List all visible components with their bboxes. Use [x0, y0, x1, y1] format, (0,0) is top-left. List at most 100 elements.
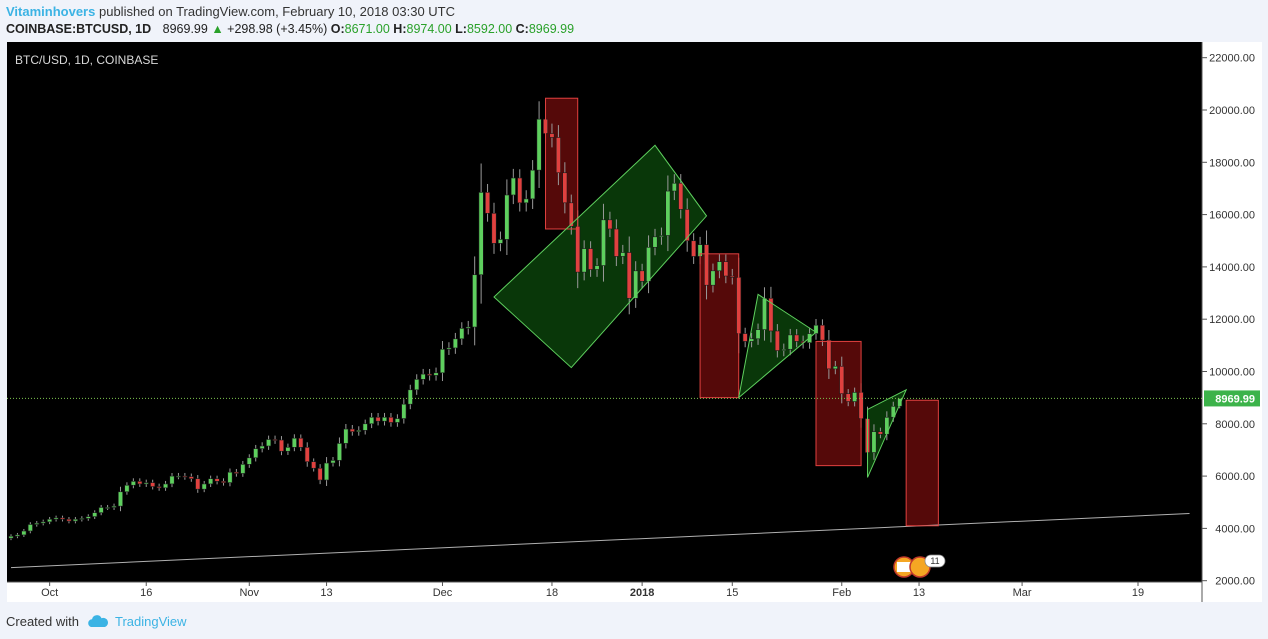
candle-body	[221, 481, 227, 483]
candle-body	[227, 471, 233, 483]
last-price-badge	[1204, 390, 1260, 407]
annotation-layer	[10, 98, 1190, 569]
candle-body	[117, 491, 123, 507]
candle-body	[691, 240, 697, 257]
candle-body	[845, 393, 851, 402]
up-arrow-icon: ▲	[211, 22, 224, 36]
candle-body	[233, 471, 239, 474]
candle-body	[523, 198, 529, 204]
candle-body	[27, 524, 33, 532]
bear-box-outline	[905, 399, 939, 527]
candle-body	[427, 373, 433, 376]
candle-body	[163, 483, 169, 489]
price-axis-bg[interactable]	[1202, 42, 1262, 602]
low-label: L:	[455, 22, 467, 36]
candle-body	[684, 209, 690, 242]
candle-body	[98, 507, 104, 514]
candle-body	[182, 475, 188, 478]
bear-box-outline	[815, 340, 862, 467]
candle-body	[356, 430, 362, 432]
candle-body	[626, 252, 632, 299]
candle-body	[839, 365, 845, 395]
tradingview-brand[interactable]: TradingView	[114, 614, 187, 629]
event-count-text: 11	[930, 556, 939, 566]
candle-body	[156, 486, 162, 489]
candle-body	[72, 518, 78, 522]
candle-body	[60, 517, 66, 520]
price-tick-label: 12000.00	[1209, 314, 1255, 326]
tradingview-brand-link[interactable]: TradingView	[87, 614, 187, 629]
time-tick-label: 13	[320, 587, 332, 599]
footer: Created with TradingView	[6, 614, 187, 629]
bull-channel	[494, 145, 707, 368]
candle-body	[124, 484, 130, 493]
candle-body	[652, 236, 658, 248]
candle-body	[639, 270, 645, 282]
high-label: H:	[393, 22, 407, 36]
price-chart[interactable]: 22000.00 20000.00 18000.00 16000.00 14000.00…	[7, 42, 1262, 602]
candle-body	[607, 219, 613, 230]
close-label: C:	[515, 22, 529, 36]
chart-container[interactable]: 22000.00 20000.00 18000.00 16000.00 14000.00…	[7, 42, 1262, 602]
time-tick-label: Oct	[41, 587, 58, 599]
candle-body	[491, 212, 497, 244]
candle-body	[330, 460, 336, 464]
candle-body	[304, 447, 310, 463]
candle-body	[562, 172, 568, 204]
price-tick-label: 6000.00	[1215, 471, 1255, 483]
candle-body	[208, 478, 214, 485]
last-price-label: 8969.99	[1215, 393, 1255, 405]
price-tick-label: 18000.00	[1209, 157, 1255, 169]
candle-body	[594, 265, 600, 270]
candle-body	[884, 416, 890, 435]
candle-body	[92, 512, 98, 517]
candle-body	[188, 476, 194, 480]
candle-body	[678, 182, 684, 210]
price-tick-label: 14000.00	[1209, 262, 1255, 274]
candle-body	[620, 252, 626, 257]
candle-body	[362, 423, 368, 431]
candle-body	[79, 518, 85, 520]
candle-body	[755, 329, 761, 340]
candle-body	[877, 431, 883, 435]
candle-body	[504, 194, 510, 240]
candle-body	[761, 297, 767, 330]
candle-body	[536, 118, 542, 171]
candle-body	[298, 437, 304, 448]
candle-body	[549, 133, 555, 138]
candle-body	[382, 416, 388, 422]
candle-body	[852, 392, 858, 402]
time-tick-label: Mar	[1013, 587, 1032, 599]
event-count-badge	[924, 554, 946, 568]
price-tick-label: 16000.00	[1209, 210, 1255, 222]
bear-box-outline	[699, 253, 740, 399]
bear-box	[816, 341, 862, 466]
price-tick-label: 22000.00	[1209, 53, 1255, 65]
open-value: 8671.00	[344, 22, 390, 36]
candle-body	[581, 248, 587, 273]
candle-body	[832, 365, 838, 370]
candle-body	[137, 481, 143, 485]
candle-body	[774, 330, 780, 351]
candle-body	[723, 261, 729, 277]
event-markers[interactable]: 11	[893, 554, 946, 578]
candle-body	[349, 428, 355, 432]
price-tick-label: 10000.00	[1209, 366, 1255, 378]
price-tick-label: 8000.00	[1215, 419, 1255, 431]
high-value: 8974.00	[406, 22, 452, 36]
time-tick-label: 19	[1132, 587, 1144, 599]
candle-body	[787, 334, 793, 350]
candle-body	[105, 507, 111, 509]
author-username[interactable]: Vitaminhovers	[6, 4, 96, 19]
change-value: +298.98 (+3.45%)	[227, 22, 328, 36]
time-tick-label: 13	[913, 587, 925, 599]
time-axis-bg[interactable]	[7, 582, 1202, 602]
candle-body	[291, 437, 297, 448]
candle-body	[201, 483, 207, 490]
bear-box-outline	[545, 97, 579, 230]
candle-body	[143, 482, 149, 485]
candle-body	[897, 398, 903, 407]
candle-body	[285, 447, 291, 452]
candle-body	[658, 235, 664, 238]
candle-body	[439, 348, 445, 374]
